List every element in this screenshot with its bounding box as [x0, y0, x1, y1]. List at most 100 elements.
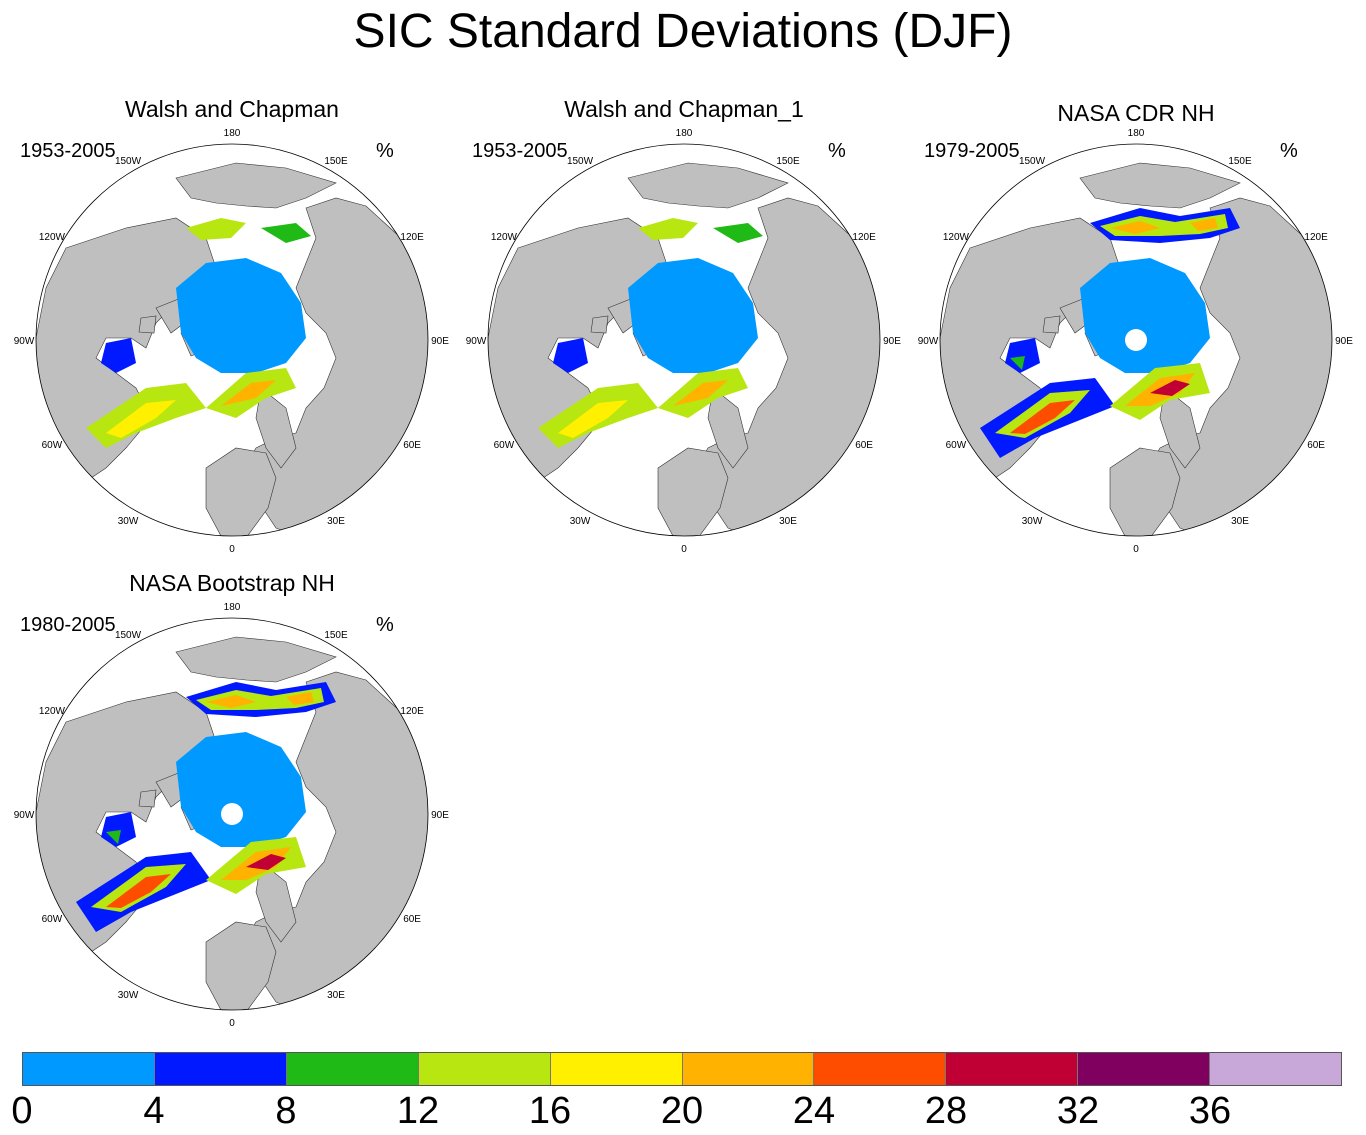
- map-border: [939, 143, 1333, 537]
- colorbar-swatch: [417, 1053, 550, 1085]
- colorbar-swatch: [945, 1053, 1078, 1085]
- panel-units: %: [376, 614, 394, 636]
- polar-map: 180 150E 120E 90E 60E 30E 0 30W 60W 90W 120W 150W: [918, 128, 1354, 555]
- polar-map: 180 150E 120E 90E 60E 30E 0 30W 60W 90W 120W 150W: [466, 128, 902, 555]
- longitude-label: 150E: [776, 156, 800, 167]
- longitude-label: 150E: [324, 156, 348, 167]
- panel-units: %: [828, 140, 846, 162]
- map-border: [35, 143, 429, 537]
- longitude-label: 120W: [943, 232, 970, 243]
- page-title: SIC Standard Deviations (DJF): [353, 5, 1013, 58]
- panel-title: Walsh and Chapman_1: [564, 96, 804, 122]
- longitude-label: 60E: [403, 914, 421, 925]
- colorbar-swatch: [1209, 1053, 1342, 1085]
- land-mass: [590, 315, 609, 334]
- sic-field: [261, 223, 311, 243]
- longitude-label: 150W: [115, 156, 142, 167]
- panel-units: %: [376, 140, 394, 162]
- longitude-label: 180: [224, 602, 241, 613]
- longitude-label: 0: [1133, 544, 1139, 555]
- longitude-label: 90E: [431, 810, 449, 821]
- colorbar-swatch: [813, 1053, 946, 1085]
- map-panel-walsh-chapman: Walsh and Chapman 1953-2005 % 180 150E 120…: [6, 88, 458, 558]
- panel-title: NASA Bootstrap NH: [129, 570, 335, 596]
- sic-field: [1150, 380, 1190, 396]
- panel-title: Walsh and Chapman: [125, 96, 339, 122]
- map-panel-nasa-bootstrap: NASA Bootstrap NH 1980-2005 % 180 150E 120…: [6, 562, 458, 1032]
- sic-field: [176, 258, 306, 373]
- longitude-label: 120E: [400, 706, 424, 717]
- colorbar-swatch: [549, 1053, 682, 1085]
- panel-period: 1953-2005: [20, 140, 116, 162]
- panel-period: 1979-2005: [924, 140, 1020, 162]
- longitude-label: 150E: [1228, 156, 1252, 167]
- longitude-label: 90E: [1335, 336, 1353, 347]
- pole-hole: [1125, 329, 1147, 351]
- longitude-label: 120E: [852, 232, 876, 243]
- longitude-label: 120E: [400, 232, 424, 243]
- sic-field: [713, 223, 763, 243]
- map-content: [940, 144, 1332, 536]
- sic-field: [176, 732, 306, 847]
- sic-field: [1110, 221, 1160, 234]
- longitude-label: 120W: [491, 232, 518, 243]
- land-mass: [1159, 387, 1201, 469]
- longitude-label: 120E: [1304, 232, 1328, 243]
- longitude-label: 150W: [115, 630, 142, 641]
- longitude-label: 120W: [39, 232, 66, 243]
- sic-field: [106, 830, 121, 844]
- land-mass: [138, 315, 157, 334]
- colorbar-tick-label: 4: [143, 1090, 165, 1132]
- panel-period: 1980-2005: [20, 614, 116, 636]
- sic-field: [106, 874, 171, 908]
- colorbar-tick-label: 16: [528, 1090, 572, 1132]
- sic-field: [106, 400, 176, 438]
- longitude-label: 180: [1128, 128, 1145, 139]
- land-mass: [175, 636, 337, 683]
- colorbar-tick-label: 24: [792, 1090, 836, 1132]
- map-content: [36, 144, 428, 536]
- land-mass: [205, 921, 277, 1010]
- sic-field: [101, 338, 136, 373]
- longitude-label: 120W: [39, 706, 66, 717]
- land-mass: [138, 789, 157, 808]
- polar-map: 180 150E 120E 90E 60E 30E 0 30W 60W 90W 120W 150W: [14, 602, 450, 1029]
- longitude-label: 60W: [494, 440, 515, 451]
- map-panel-walsh-chapman-1: Walsh and Chapman_1 1953-2005 % 180 150E 1…: [458, 88, 910, 558]
- sic-field: [186, 218, 246, 240]
- longitude-label: 90E: [431, 336, 449, 347]
- longitude-label: 60W: [42, 914, 63, 925]
- longitude-label: 0: [229, 1018, 235, 1029]
- colorbar-swatch: [23, 1053, 154, 1085]
- longitude-label: 30W: [1022, 516, 1043, 527]
- sic-field: [638, 218, 698, 240]
- sic-field: [1190, 218, 1218, 231]
- colorbar-swatch: [1077, 1053, 1210, 1085]
- sic-field: [553, 338, 588, 373]
- sic-field: [221, 380, 276, 406]
- longitude-label: 30W: [570, 516, 591, 527]
- longitude-label: 60W: [946, 440, 967, 451]
- land-mass: [175, 162, 337, 209]
- longitude-label: 180: [224, 128, 241, 139]
- longitude-label: 30W: [118, 516, 139, 527]
- longitude-label: 0: [681, 544, 687, 555]
- sic-field: [628, 258, 758, 373]
- longitude-label: 60E: [403, 440, 421, 451]
- sic-field: [246, 854, 286, 870]
- sic-field: [1080, 258, 1210, 373]
- map-border: [35, 617, 429, 1011]
- map-border: [487, 143, 881, 537]
- colorbar-swatch: [153, 1053, 286, 1085]
- longitude-label: 30E: [327, 990, 345, 1001]
- land-mass: [255, 861, 297, 943]
- pole-hole: [221, 803, 243, 825]
- longitude-label: 90W: [14, 336, 35, 347]
- longitude-label: 90W: [14, 810, 35, 821]
- sic-field: [1010, 356, 1025, 370]
- land-mass: [657, 447, 729, 536]
- colorbar-tick-label: 0: [11, 1090, 33, 1132]
- longitude-label: 60E: [855, 440, 873, 451]
- longitude-label: 90W: [466, 336, 487, 347]
- panel-title: NASA CDR NH: [1057, 100, 1215, 126]
